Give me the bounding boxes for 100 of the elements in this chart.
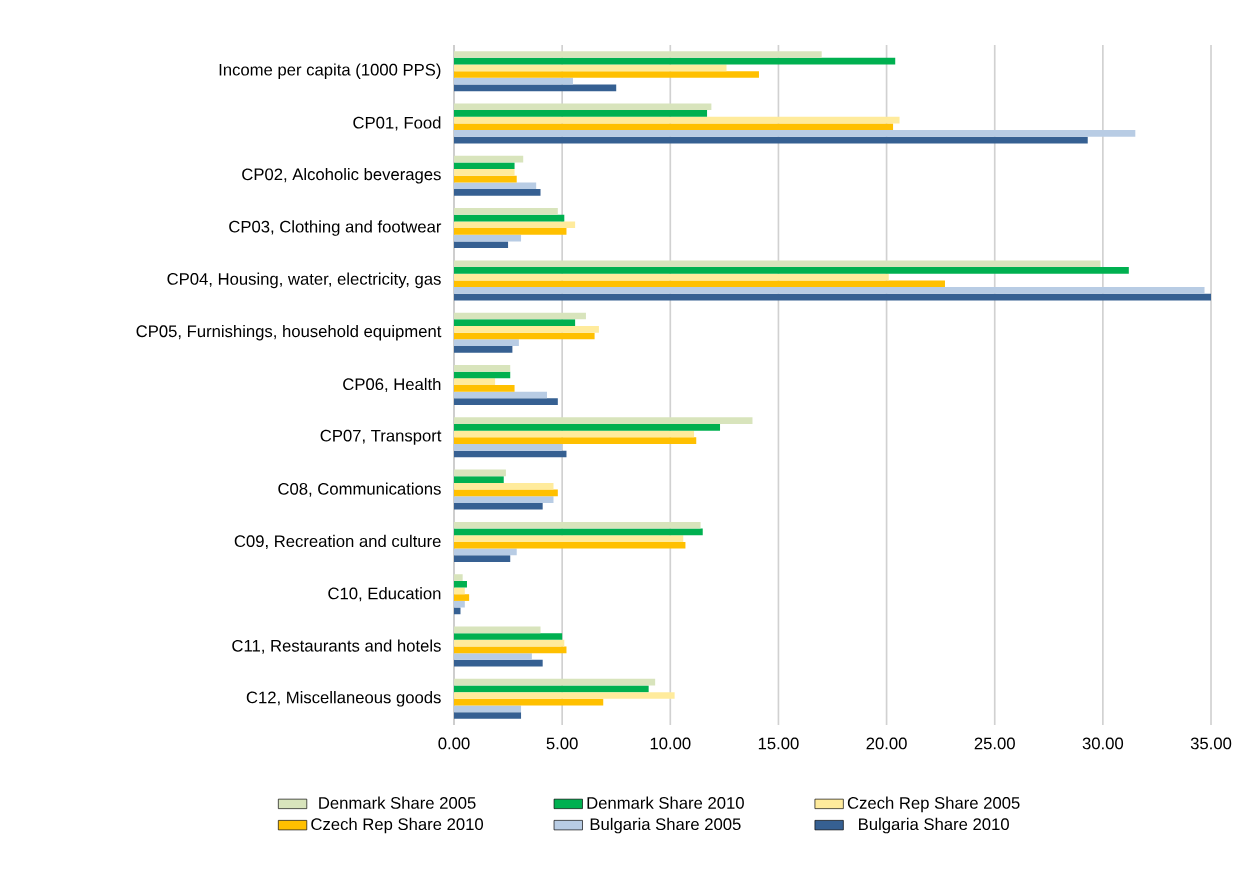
bar xyxy=(454,326,599,333)
bar xyxy=(454,496,554,503)
bar xyxy=(454,521,701,529)
bar xyxy=(454,541,686,549)
y-tick-label: CP03, Clothing and footwear xyxy=(229,220,442,236)
bar xyxy=(454,391,548,399)
x-tick-label: 30.00 xyxy=(1082,737,1124,750)
x-tick-label: 15.00 xyxy=(758,737,799,750)
x-tick-label: 25.00 xyxy=(974,737,1015,750)
bar xyxy=(454,51,822,58)
y-tick-label: CP02, Alcoholic beverages xyxy=(242,167,441,184)
bar xyxy=(454,155,524,163)
bar xyxy=(454,241,509,249)
bar xyxy=(454,130,1136,137)
bar xyxy=(454,110,708,117)
bar xyxy=(454,189,541,196)
bar xyxy=(454,293,1212,301)
bar xyxy=(454,469,506,477)
bar xyxy=(454,214,565,222)
bar xyxy=(454,712,522,719)
bar xyxy=(454,437,697,444)
y-tick-label: C11, Restaurants and hotels xyxy=(232,639,441,654)
bar xyxy=(454,312,586,320)
bar xyxy=(454,678,656,686)
bar xyxy=(454,371,511,379)
bar xyxy=(454,653,532,660)
bar xyxy=(454,633,563,640)
legend-label: Bulgaria Share 2010 xyxy=(859,817,1009,834)
bar xyxy=(454,260,1101,268)
bar xyxy=(454,273,889,281)
y-tick-label: C09, Recreation and culture xyxy=(234,534,441,550)
x-tick-label: 10.00 xyxy=(650,737,691,750)
bar xyxy=(454,489,558,497)
bar xyxy=(454,319,576,327)
y-tick-label: CP07, Transport xyxy=(320,429,442,445)
y-tick-label: C10, Education xyxy=(328,587,441,602)
y-tick-label: C08, Communications xyxy=(278,482,441,497)
bar xyxy=(454,528,703,536)
bar xyxy=(454,77,573,85)
y-tick-label: CP01, Food xyxy=(353,116,441,131)
bar xyxy=(454,587,465,595)
bar xyxy=(454,346,513,353)
bar xyxy=(454,84,617,92)
bar xyxy=(454,182,537,190)
bar xyxy=(454,64,727,72)
bar xyxy=(454,574,463,581)
bar xyxy=(454,175,517,183)
bar xyxy=(454,659,543,667)
legend-label: Czech Rep Share 2010 xyxy=(311,817,484,834)
x-tick-label: 0.00 xyxy=(438,737,470,750)
bar xyxy=(454,502,543,510)
x-tick-label: 20.00 xyxy=(866,737,907,750)
bar xyxy=(454,476,504,483)
y-tick-label: CP05, Furnishings, household equipment xyxy=(136,324,442,341)
bar xyxy=(454,646,567,654)
bar xyxy=(454,103,712,111)
bar xyxy=(454,267,1129,274)
bar xyxy=(454,332,595,340)
bar xyxy=(454,228,567,235)
bar xyxy=(454,280,945,288)
bar xyxy=(454,450,567,458)
bar xyxy=(454,548,517,556)
x-tick-label: 35.00 xyxy=(1190,737,1232,750)
bar xyxy=(454,600,465,608)
bar xyxy=(454,136,1088,144)
bar xyxy=(454,430,695,438)
bar xyxy=(454,443,563,451)
bar xyxy=(454,423,721,431)
y-tick-label: CP06, Health xyxy=(343,377,441,393)
bar xyxy=(454,378,496,385)
bar xyxy=(454,535,684,542)
bar xyxy=(454,234,522,242)
y-tick-label: Income per capita (1000 PPS) xyxy=(219,63,441,79)
bar xyxy=(454,339,519,347)
bar xyxy=(454,398,558,405)
bar xyxy=(454,692,675,699)
bar xyxy=(454,384,515,392)
bar xyxy=(454,705,522,713)
bar xyxy=(454,287,1205,294)
bar xyxy=(454,365,511,372)
bar xyxy=(454,626,541,634)
bar xyxy=(454,221,576,229)
bar xyxy=(454,555,511,562)
bar xyxy=(454,71,759,78)
bar xyxy=(454,123,894,131)
bar xyxy=(454,169,515,176)
bar xyxy=(454,417,753,424)
bar xyxy=(454,162,515,170)
legend-label: Denmark Share 2010 xyxy=(587,796,744,809)
legend-label: Denmark Share 2005 xyxy=(319,796,476,809)
y-tick-label: CP04, Housing, water, electricity, gas xyxy=(167,272,441,289)
bar xyxy=(454,57,896,65)
bar xyxy=(454,482,554,490)
bar xyxy=(454,580,467,588)
bar xyxy=(454,594,470,601)
bar xyxy=(454,685,649,693)
x-tick-label: 5.00 xyxy=(546,737,578,750)
legend-label: Czech Rep Share 2005 xyxy=(847,796,1020,813)
bar xyxy=(454,116,900,124)
bar xyxy=(454,698,604,706)
